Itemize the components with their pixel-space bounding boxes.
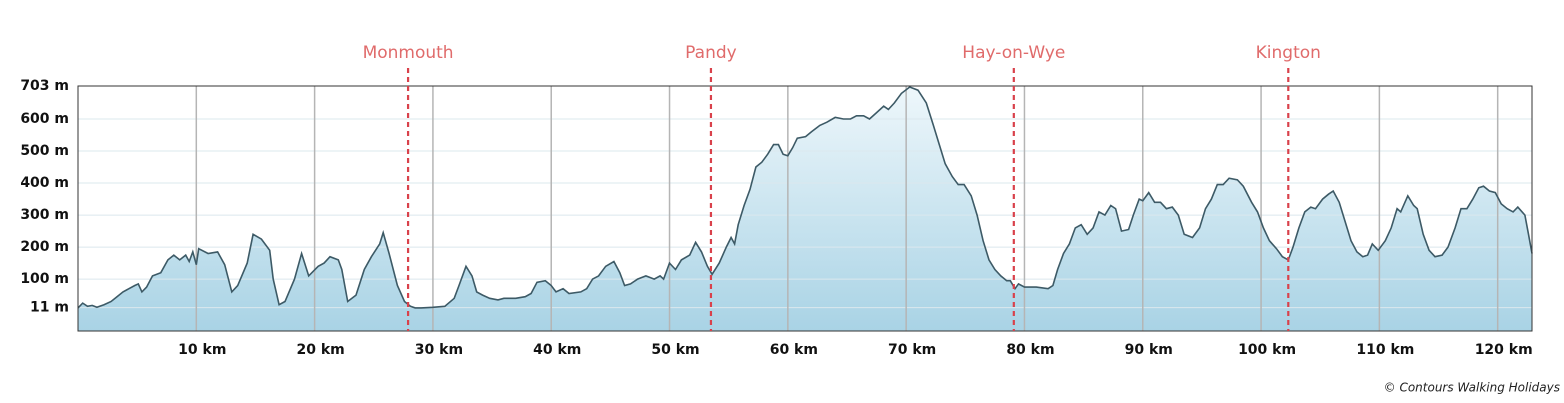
x-tick-label: 60 km [770,342,818,358]
x-tick-label: 20 km [296,342,344,358]
y-tick-label: 300 m [20,207,69,223]
x-tick-label: 40 km [533,342,581,358]
elevation-line [77,86,1533,309]
y-tick-label: 600 m [20,111,69,127]
y-tick-label: 500 m [20,143,69,159]
area-fill [78,87,1532,331]
plot-border [77,85,1533,332]
x-tick-label: 30 km [415,342,463,358]
x-tick-label: 110 km [1356,342,1414,358]
x-tick-label: 90 km [1125,342,1173,358]
y-tick-label: 11 m [30,300,69,316]
y-tick-label: 703 m [20,78,69,94]
location-label: Pandy [685,43,737,63]
x-tick-label: 50 km [651,342,699,358]
y-tick-label: 400 m [20,175,69,191]
x-tick-label: 70 km [888,342,936,358]
x-tick-label: 80 km [1006,342,1054,358]
y-tick-label: 200 m [20,239,69,255]
location-label: Hay-on-Wye [962,43,1065,63]
x-tick-label: 10 km [178,342,226,358]
credit: © Contours Walking Holidays [1384,381,1560,395]
x-tick-label: 120 km [1475,342,1533,358]
x-tick-label: 100 km [1238,342,1296,358]
location-label: Monmouth [363,43,454,63]
location-label: Kington [1256,43,1321,63]
y-tick-label: 100 m [20,271,69,287]
